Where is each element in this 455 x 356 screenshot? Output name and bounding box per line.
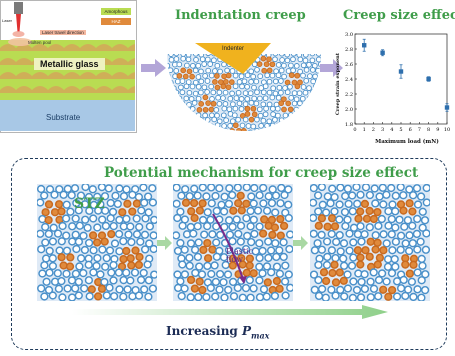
mechanism-panel-3 (310, 184, 430, 301)
atom-field (173, 184, 293, 301)
substrate-layer (0, 100, 135, 131)
data-point (380, 50, 385, 55)
y-tick-label: 2.4 (345, 77, 353, 83)
molten-pool-label: Molten pool (28, 40, 52, 45)
x-tick-label: 8 (427, 127, 430, 133)
indenter-label: Indenter (222, 46, 244, 52)
x-tick-label: 3 (381, 127, 384, 133)
x-tick-label: 1 (363, 127, 366, 133)
indented-sample (167, 54, 321, 131)
metallic-glass-label: Metallic glass (34, 58, 105, 70)
atom-field (310, 184, 430, 301)
y-tick-label: 1.8 (345, 122, 353, 128)
plastic-flow-label: Plastic flow (226, 247, 254, 264)
increasing-pmax-label: Increasing Pmax (166, 324, 270, 341)
data-point (444, 105, 450, 110)
indentation-diagram: Indenter (167, 43, 321, 131)
arrow-right-icon (157, 236, 172, 250)
laser-beam-icon (16, 14, 21, 32)
x-tick-label: 2 (372, 127, 375, 133)
creep-size-effect-title: Creep size effect (343, 8, 455, 23)
plastic-flow-arrow (212, 213, 247, 284)
y-tick-label: 3.0 (345, 32, 353, 38)
plot-frame (354, 33, 448, 125)
stz-label: STZ (74, 196, 105, 212)
y-axis-label: Creep strain exponent (335, 52, 341, 115)
laser-schematic (0, 2, 135, 131)
arrow-right-icon (293, 236, 308, 250)
data-point (398, 69, 404, 74)
data-point (426, 76, 431, 82)
laser-label: Laser (2, 18, 13, 23)
laser-head-icon (14, 2, 23, 14)
mechanism-panel-1 (37, 184, 157, 301)
x-tick-label: 4 (390, 127, 393, 133)
x-tick-label: 0 (353, 127, 356, 133)
y-tick-label: 2.8 (345, 47, 353, 53)
legend-amorphous: Amorphous (101, 8, 131, 15)
y-tick-label: 2.0 (345, 107, 353, 113)
indenter-icon (195, 43, 271, 74)
laser-direction-label: Laser travel direction (40, 30, 86, 35)
mechanism-title: Potential mechanism for creep size effec… (104, 165, 419, 181)
atom-field (37, 184, 157, 301)
data-point (362, 43, 367, 48)
mechanism-box (11, 158, 447, 350)
mechanism-panel-2 (173, 184, 293, 301)
x-tick-label: 5 (399, 127, 402, 133)
laser-processing-panel: Amorphous HAZ Laser Laser travel directi… (0, 0, 137, 133)
x-tick-label: 9 (436, 127, 439, 133)
arrow-right-icon (320, 59, 343, 77)
increasing-pmax-arrow (72, 305, 388, 319)
x-tick-label: 6 (409, 127, 412, 133)
legend-haz: HAZ (101, 18, 131, 25)
x-axis-label: Maximum load (mN) (375, 138, 439, 145)
indentation-creep-title: Indentation creep (175, 8, 306, 23)
creep-chart: 0 1 2 3 4 5 6 7 8 9 10 1.8 2.0 2.2 2.4 2.6 2.8 3.0 Maximu… (335, 32, 450, 145)
x-tick-label: 7 (418, 127, 421, 133)
y-tick-label: 2.6 (345, 62, 353, 68)
x-tick-label: 10 (444, 127, 450, 133)
arrow-right-icon (141, 59, 166, 77)
y-tick-label: 2.2 (345, 92, 353, 98)
metallic-glass-layer (0, 38, 135, 100)
substrate-label: Substrate (46, 113, 81, 122)
